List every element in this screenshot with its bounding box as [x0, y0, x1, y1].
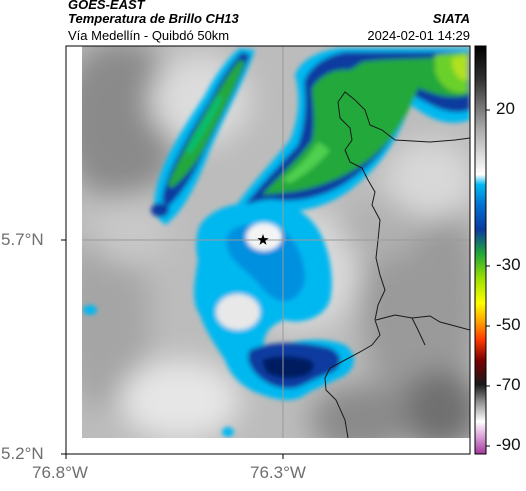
- colorbar-tick-minus70: -70: [496, 375, 521, 394]
- colorbar-tick-minus90: -90: [496, 435, 521, 454]
- colorbar-tick-minus30: -30: [496, 255, 521, 274]
- longitude-tick-76.3: 76.3°W: [250, 463, 306, 482]
- satellite-title: GOES-EAST: [68, 0, 145, 12]
- timestamp-label: 2024-02-01 14:29: [367, 28, 470, 43]
- colorbar: [474, 45, 487, 455]
- product-title: Temperatura de Brillo CH13: [68, 11, 239, 26]
- organization-label: SIATA: [432, 11, 470, 26]
- location-star-icon: [257, 234, 269, 245]
- brightness-temperature-field: [82, 46, 470, 438]
- route-label: Vía Medellín - Quibdó 50km: [68, 28, 230, 43]
- latitude-tick-5.7: 5.7°N: [1, 230, 44, 249]
- colorbar-tick-minus50: -50: [496, 315, 521, 334]
- colorbar-tick-20: 20: [496, 99, 515, 118]
- latitude-tick-5.2: 5.2°N: [1, 444, 44, 463]
- country-border: [324, 91, 470, 438]
- longitude-tick-76.8: 76.8°W: [32, 463, 88, 482]
